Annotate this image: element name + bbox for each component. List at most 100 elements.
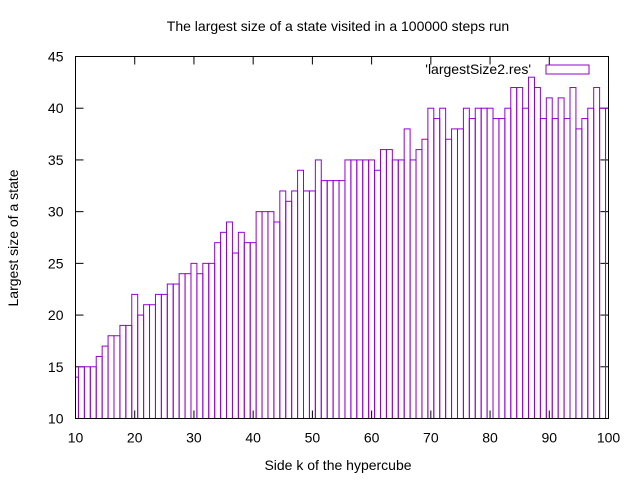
bar: [119, 324, 127, 419]
x-tick-label: 20: [127, 430, 143, 446]
bar: [143, 304, 151, 420]
bar: [551, 118, 559, 420]
bar: [581, 118, 589, 420]
x-tick-label: 40: [245, 430, 261, 446]
bar: [350, 159, 358, 420]
x-tick-label: 90: [541, 430, 557, 446]
x-tick-label: 100: [597, 430, 621, 446]
bar: [279, 190, 287, 419]
bar: [456, 128, 464, 419]
bar: [569, 87, 577, 420]
bar: [492, 118, 500, 420]
legend-swatch: [545, 64, 590, 75]
bar: [374, 169, 381, 419]
bar: [231, 252, 239, 419]
x-tick-label: 50: [305, 430, 321, 446]
legend-label: 'largestSize2.res': [425, 61, 531, 77]
bar: [480, 107, 488, 419]
bar: [433, 118, 441, 420]
bar: [214, 242, 222, 419]
bar: [557, 97, 565, 419]
bar: [385, 149, 393, 419]
y-tick-label: 40: [48, 100, 64, 116]
bar: [89, 366, 97, 419]
bar: [237, 231, 245, 419]
bar: [202, 262, 210, 419]
bar: [516, 87, 524, 420]
x-tick-label: 80: [482, 430, 498, 446]
bar: [308, 190, 316, 419]
bar: [255, 211, 263, 419]
bar: [267, 211, 275, 419]
bar: [332, 180, 340, 419]
bar: [113, 335, 121, 419]
bar: [208, 262, 216, 419]
bar: [510, 87, 518, 420]
bar: [545, 97, 553, 419]
bar: [498, 118, 506, 420]
bar: [285, 200, 293, 419]
bar: [160, 293, 168, 419]
bar: [409, 159, 417, 420]
y-tick-label: 30: [48, 204, 64, 220]
bar: [273, 221, 281, 419]
y-tick-label: 25: [48, 255, 64, 271]
bar: [326, 180, 334, 419]
bar: [468, 118, 476, 420]
y-axis-label-group: Largest size of a state: [5, 169, 21, 306]
bar: [172, 283, 180, 419]
bar: [320, 180, 328, 419]
bar: [184, 273, 192, 420]
y-axis-label: Largest size of a state: [5, 169, 21, 306]
bar: [522, 107, 530, 419]
bar: [166, 283, 174, 419]
bar: [190, 262, 198, 419]
bar: [486, 107, 494, 419]
bar: [379, 149, 387, 419]
bar: [528, 76, 535, 420]
x-tick-label: 60: [364, 430, 380, 446]
bar: [421, 138, 429, 419]
bar: [415, 149, 423, 419]
bar: [249, 242, 257, 419]
bar: [314, 159, 322, 420]
bar: [338, 180, 346, 419]
bar: [344, 159, 352, 420]
bar: [539, 118, 547, 420]
bar: [587, 107, 595, 419]
bar: [291, 190, 299, 419]
bar: [220, 231, 228, 419]
plot-frame: [75, 56, 609, 419]
bars-group: [75, 76, 609, 420]
bar: [196, 273, 204, 420]
x-tick-label: 70: [423, 430, 439, 446]
chart-title: The largest size of a state visited in a…: [167, 18, 509, 34]
bar: [368, 159, 376, 420]
bar: [397, 159, 405, 420]
bar: [77, 366, 85, 419]
y-tick-label: 45: [48, 49, 64, 65]
bar: [593, 87, 601, 420]
bar: [125, 324, 133, 419]
bar: [474, 107, 482, 419]
bar: [303, 190, 310, 419]
x-tick-label: 10: [68, 430, 84, 446]
x-axis-label: Side k of the hypercube: [264, 457, 411, 473]
bar: [445, 138, 453, 419]
bar: [107, 335, 115, 419]
bar: [137, 314, 145, 420]
y-tick-label: 35: [48, 152, 64, 168]
y-tick-label: 20: [48, 307, 64, 323]
bar: [95, 355, 103, 420]
bar: [462, 107, 470, 419]
bar: [226, 221, 233, 419]
bar: [154, 293, 162, 419]
bar: [131, 293, 139, 419]
bar: [149, 304, 156, 420]
bar: [451, 128, 458, 419]
bar: [178, 273, 186, 420]
bar: [83, 366, 91, 419]
bar: [261, 211, 269, 419]
bar: [504, 107, 512, 419]
